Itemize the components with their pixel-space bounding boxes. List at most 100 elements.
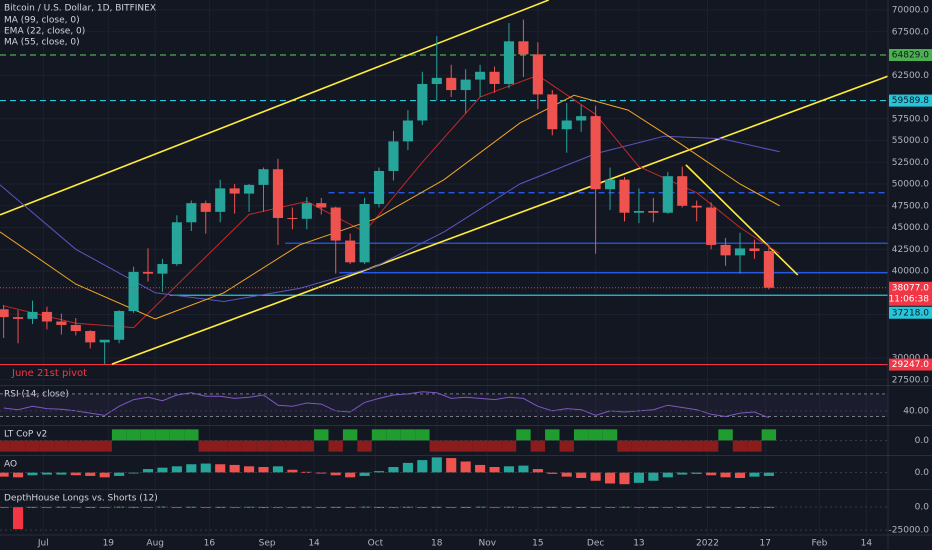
indicator-bar bbox=[41, 472, 52, 475]
candle-body bbox=[691, 205, 702, 208]
candle-body bbox=[590, 116, 601, 190]
indicator-bar bbox=[648, 472, 659, 481]
indicator-bar bbox=[128, 472, 139, 474]
indicator-bar bbox=[10, 440, 26, 452]
indicator-bar bbox=[662, 472, 673, 478]
indicator-bar bbox=[487, 440, 502, 452]
indicator-bar bbox=[547, 506, 558, 508]
indicator-bar bbox=[229, 507, 240, 509]
indicator-bar bbox=[200, 463, 211, 473]
candle-body bbox=[186, 203, 197, 223]
indicator-bar bbox=[12, 507, 24, 530]
indicator-bar bbox=[516, 429, 531, 441]
candle-body bbox=[27, 311, 38, 319]
indicator-bar bbox=[157, 467, 168, 473]
price-label: 59589.8 bbox=[892, 96, 929, 106]
indicator-bar bbox=[68, 440, 84, 452]
candle-body bbox=[619, 179, 630, 213]
indicator-bar bbox=[27, 506, 38, 508]
x-tick-label: 16 bbox=[204, 539, 216, 549]
candle-body bbox=[749, 248, 760, 252]
indicator-bar bbox=[357, 440, 372, 452]
indicator-bar bbox=[444, 440, 459, 452]
trendline bbox=[685, 164, 799, 276]
indicator-bar bbox=[342, 429, 358, 441]
indicator-bar bbox=[689, 440, 704, 452]
y-tick-label: 45000.0 bbox=[892, 223, 929, 233]
price-label: 29247.0 bbox=[892, 360, 929, 370]
candle-body bbox=[345, 240, 356, 263]
indicator-bar bbox=[675, 440, 690, 452]
indicator-bar bbox=[530, 440, 546, 452]
indicator-bar bbox=[648, 506, 659, 508]
indicator-bar bbox=[388, 507, 399, 509]
indicator-bar bbox=[446, 458, 457, 473]
x-tick-label: Sep bbox=[259, 539, 276, 549]
indicator-bar bbox=[460, 461, 471, 473]
candle-body bbox=[258, 169, 269, 185]
indicator-bar bbox=[388, 467, 399, 473]
indicator-bar bbox=[431, 457, 442, 473]
x-tick-label: 2022 bbox=[696, 539, 719, 549]
price-label: 38077.0 bbox=[892, 283, 929, 293]
candle-body bbox=[475, 71, 486, 80]
candle-body bbox=[56, 321, 67, 325]
candle-body bbox=[128, 271, 139, 312]
indicator-bar bbox=[646, 440, 661, 452]
indicator-bar bbox=[691, 472, 702, 474]
indicator-bar bbox=[677, 472, 688, 475]
indicator-bar bbox=[272, 466, 284, 473]
price-pane bbox=[0, 0, 888, 366]
indicator-bar bbox=[489, 507, 500, 509]
indicator-bar bbox=[241, 440, 257, 452]
candle-body bbox=[431, 77, 442, 84]
y-tick-label: -25000.0 bbox=[889, 526, 930, 536]
indicator-bar bbox=[157, 506, 168, 508]
indicator-bar bbox=[619, 472, 630, 485]
pane-title: LT CoP v2 bbox=[4, 430, 47, 440]
y-tick-label: 0.0 bbox=[915, 503, 930, 513]
indicator-bar bbox=[184, 429, 199, 441]
y-tick-label: 40000.0 bbox=[892, 267, 929, 277]
trendline bbox=[111, 75, 888, 365]
indicator-bar bbox=[633, 472, 644, 483]
indicator-bar bbox=[532, 469, 543, 473]
y-tick-label: 62500.0 bbox=[892, 71, 929, 81]
candle-body bbox=[301, 203, 312, 219]
candle-body bbox=[171, 222, 182, 265]
candle-body bbox=[114, 311, 125, 340]
trendline bbox=[0, 0, 549, 216]
indicator-bar bbox=[761, 429, 777, 441]
indicator-bar bbox=[0, 440, 11, 452]
y-tick-label: 30000.0 bbox=[892, 354, 929, 364]
candle-body bbox=[359, 204, 370, 263]
y-tick-label: 40.00 bbox=[903, 406, 929, 416]
y-tick-label: 55000.0 bbox=[892, 136, 929, 146]
annotation: June 21st pivot bbox=[11, 368, 87, 379]
indicator-bar bbox=[287, 507, 298, 509]
indicator-bar bbox=[373, 471, 385, 473]
indicator-bar bbox=[633, 507, 644, 509]
indicator-bar bbox=[660, 440, 676, 452]
price-label-box bbox=[889, 48, 932, 61]
candle-body bbox=[662, 176, 673, 213]
indicator-bar bbox=[402, 506, 413, 508]
indicator-bar bbox=[330, 472, 341, 476]
indicator-bar bbox=[588, 429, 603, 441]
candle-body bbox=[677, 176, 688, 206]
candle-body bbox=[417, 83, 428, 121]
candle-body bbox=[12, 317, 24, 319]
indicator-bar bbox=[85, 472, 96, 476]
indicator-bar bbox=[287, 469, 298, 473]
indicator-bar bbox=[371, 429, 387, 441]
indicator-bar bbox=[111, 429, 127, 441]
indicator-bar bbox=[227, 440, 242, 452]
indicator-bar bbox=[631, 440, 647, 452]
candle-body bbox=[503, 41, 515, 84]
candle-body bbox=[460, 79, 471, 91]
indicator-bar bbox=[359, 506, 370, 508]
indicator-bar bbox=[677, 506, 688, 508]
indicator-bar bbox=[602, 429, 618, 441]
